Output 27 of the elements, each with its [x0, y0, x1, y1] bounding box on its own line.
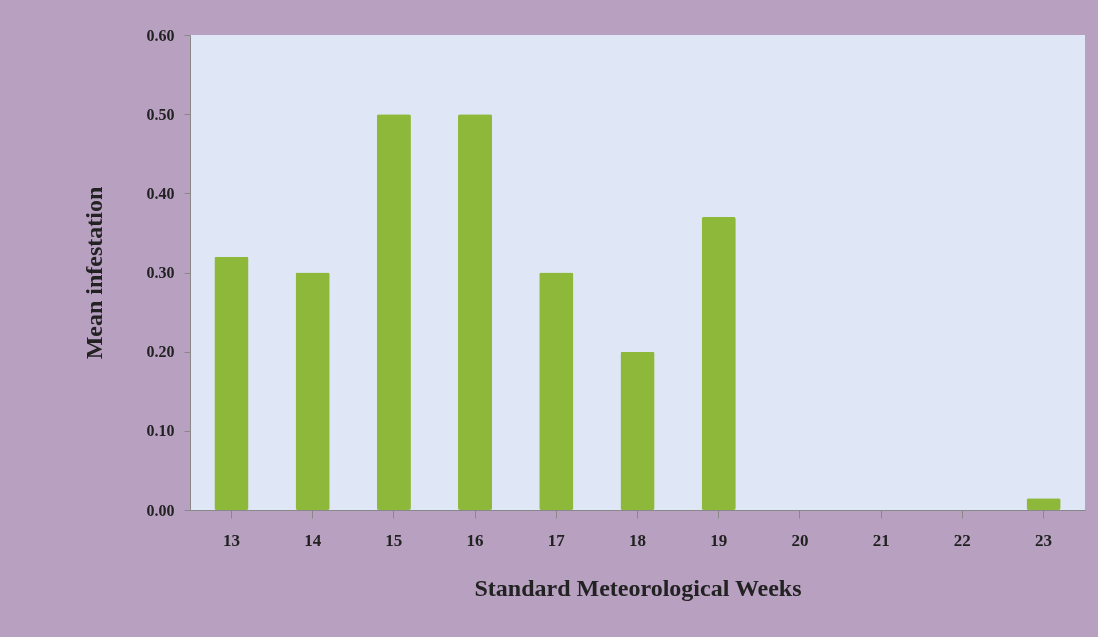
y-tick-label: 0.50 [146, 105, 175, 123]
y-tick-label: 0.00 [146, 501, 175, 519]
y-axis-title: Mean infestation [80, 186, 107, 360]
x-tick-label: 21 [872, 530, 890, 550]
x-tick-label: 14 [304, 530, 322, 550]
x-tick-label: 17 [547, 530, 566, 550]
y-tick-label: 0.30 [146, 264, 175, 281]
x-tick-label: 16 [466, 530, 484, 550]
bar [376, 114, 411, 510]
bar [295, 272, 330, 510]
x-tick-label: 15 [385, 530, 403, 550]
bar [701, 217, 736, 510]
x-tick-label: 22 [953, 530, 971, 550]
y-tick-label: 0.60 [146, 26, 175, 44]
y-tick-label: 0.20 [146, 343, 175, 361]
bar [620, 351, 655, 510]
y-tick-label: 0.10 [146, 422, 175, 440]
bar [214, 256, 249, 510]
x-tick-label: 23 [1035, 530, 1053, 550]
x-tick-label: 19 [710, 530, 728, 550]
bar [458, 114, 493, 510]
x-tick-label: 13 [222, 530, 240, 550]
x-axis-title: Standard Meteorological Weeks [474, 574, 802, 601]
bar [539, 272, 574, 510]
x-tick-label: 18 [629, 530, 646, 550]
x-tick-label: 20 [791, 530, 809, 550]
y-tick-label: 0.40 [146, 184, 175, 202]
